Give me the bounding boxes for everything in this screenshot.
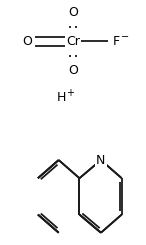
Text: H: H [57, 91, 66, 104]
Text: O: O [68, 64, 78, 77]
Text: F: F [112, 35, 120, 48]
Text: Cr: Cr [66, 35, 80, 48]
Text: O: O [22, 35, 32, 48]
Text: −: − [121, 32, 129, 42]
Text: +: + [66, 88, 74, 98]
Text: O: O [68, 6, 78, 19]
Text: N: N [96, 154, 106, 167]
